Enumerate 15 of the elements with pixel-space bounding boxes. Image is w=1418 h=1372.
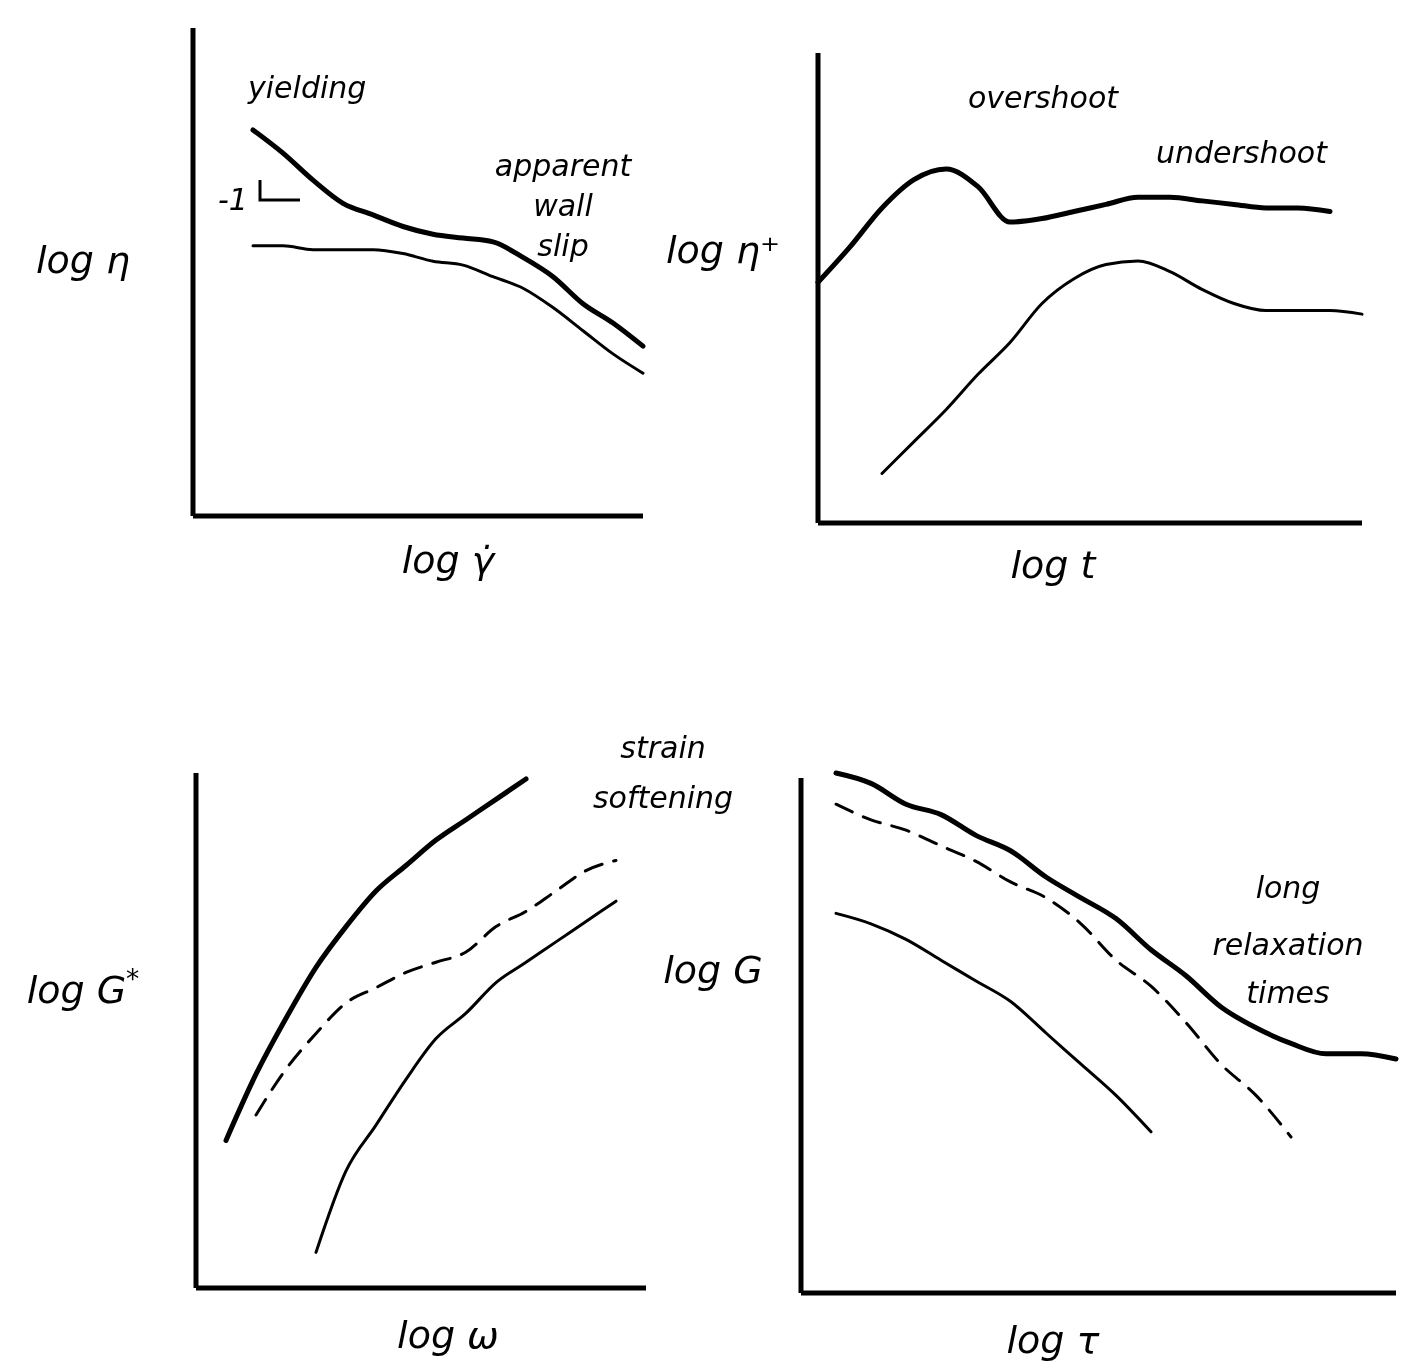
y-axis-title: log G [663,948,763,992]
text: yielding [247,70,367,105]
x-axis-title: log τ [1006,1318,1101,1362]
y-axis-title: log η [35,238,131,282]
annotation: strain softening [592,730,734,815]
x-axis-title: log t [1010,543,1098,587]
x-axis-title: log γ̇ [401,538,497,582]
annotation: apparent wall slip [494,148,633,263]
text: overshoot [968,80,1120,115]
annotation: -1 [218,182,248,217]
y-axis-title: log G$^{*}$ [26,962,140,1012]
y-axis-title: log η⁺ [665,228,781,272]
x-axis-title: log ω [397,1313,499,1357]
annotation: long relaxation times [1212,870,1364,1010]
annotation: undershoot [1156,135,1329,170]
